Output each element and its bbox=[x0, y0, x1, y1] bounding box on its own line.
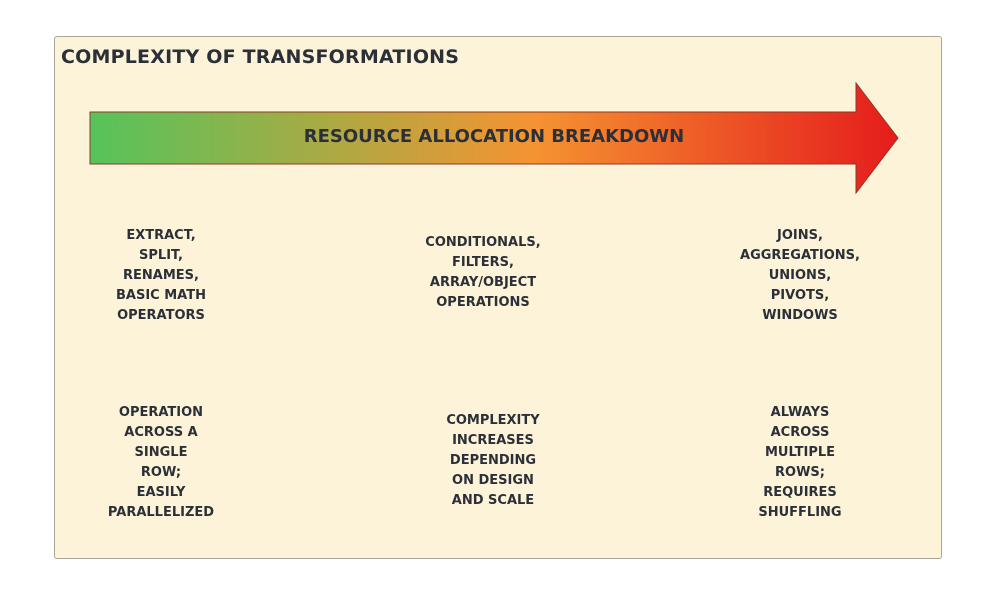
text-line: PARALLELIZED bbox=[107, 505, 215, 520]
col2-operations: CONDITIONALS, FILTERS, ARRAY/OBJECT OPERATI… bbox=[393, 233, 573, 313]
text-line: DEPENDING bbox=[449, 453, 537, 468]
text-line: UNIONS, bbox=[768, 268, 832, 283]
text-line: OPERATIONS bbox=[436, 295, 530, 310]
text-line: ROW; bbox=[140, 465, 182, 480]
gradient-arrow-shape bbox=[89, 82, 899, 194]
text-line: BASIC MATH bbox=[116, 288, 206, 303]
text-line: CONDITIONALS, bbox=[425, 235, 541, 250]
text-line: WINDOWS bbox=[762, 308, 838, 323]
text-line: AGGREGATIONS, bbox=[740, 248, 860, 263]
text-line: SINGLE bbox=[134, 445, 188, 460]
text-line: ACROSS A bbox=[124, 425, 198, 440]
col1-operations: EXTRACT, SPLIT, RENAMES, BASIC MATH OPERATOR… bbox=[71, 226, 251, 326]
text-line: SPLIT, bbox=[139, 248, 183, 263]
text-line: REQUIRES bbox=[763, 485, 837, 500]
col2-description: COMPLEXITY INCREASES DEPENDING ON DESIGN AND… bbox=[403, 411, 583, 511]
text-line: ROWS; bbox=[775, 465, 825, 480]
text-line: SHUFFLING bbox=[758, 505, 842, 520]
col1-description: OPERATION ACROSS A SINGLE ROW; EASILY PARALLE… bbox=[71, 403, 251, 523]
text-line: MULTIPLE bbox=[764, 445, 836, 460]
resource-arrow: RESOURCE ALLOCATION BREAKDOWN bbox=[89, 82, 901, 194]
text-line: ON DESIGN bbox=[452, 473, 534, 488]
text-line: JOINS, bbox=[777, 228, 823, 243]
text-line: ALWAYS bbox=[770, 405, 830, 420]
text-line: ACROSS bbox=[770, 425, 830, 440]
text-line: OPERATORS bbox=[117, 308, 205, 323]
text-line: INCREASES bbox=[452, 433, 534, 448]
diagram-title: COMPLEXITY OF TRANSFORMATIONS bbox=[61, 46, 460, 68]
text-line: EXTRACT, bbox=[126, 228, 196, 243]
text-line: RENAMES, bbox=[123, 268, 199, 283]
text-line: AND SCALE bbox=[451, 493, 535, 508]
text-line: OPERATION bbox=[118, 405, 204, 420]
text-line: ARRAY/OBJECT bbox=[429, 275, 537, 290]
arrow-label: RESOURCE ALLOCATION BREAKDOWN bbox=[303, 126, 685, 147]
text-line: PIVOTS, bbox=[770, 288, 830, 303]
text-line: FILTERS, bbox=[452, 255, 514, 270]
text-line: COMPLEXITY bbox=[446, 413, 540, 428]
text-line: EASILY bbox=[136, 485, 186, 500]
col3-operations: JOINS, AGGREGATIONS, UNIONS, PIVOTS, WINDOWS bbox=[710, 226, 890, 326]
col3-description: ALWAYS ACROSS MULTIPLE ROWS; REQUIRES SHUFFLI… bbox=[710, 403, 890, 523]
